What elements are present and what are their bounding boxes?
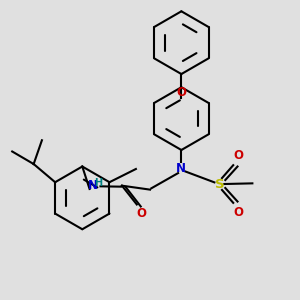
Text: O: O (233, 206, 244, 219)
Text: H: H (94, 178, 103, 188)
Text: O: O (136, 207, 146, 220)
Text: N: N (176, 162, 186, 175)
Text: S: S (214, 178, 224, 190)
Text: N: N (88, 179, 98, 192)
Text: O: O (176, 86, 186, 99)
Text: O: O (233, 149, 244, 162)
